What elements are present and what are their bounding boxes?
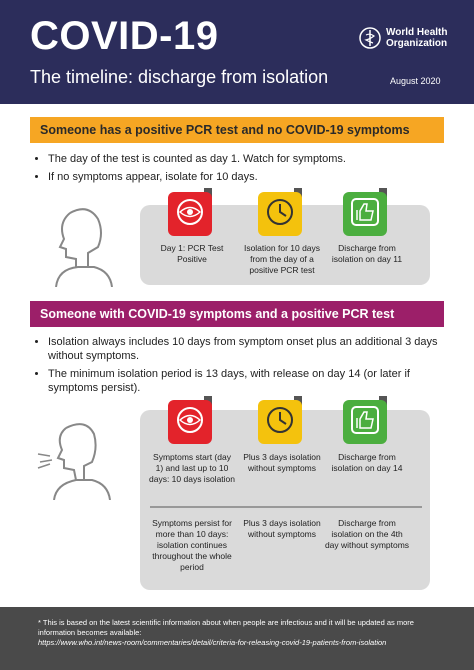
bullet: The minimum isolation period is 13 days,…: [48, 367, 463, 395]
step-label: Isolation for 10 days from the day of a …: [243, 243, 321, 275]
date: August 2020: [390, 76, 441, 86]
footer: [0, 607, 474, 670]
header: [0, 0, 474, 104]
step-icon: [258, 396, 302, 444]
bullet: The day of the test is counted as day 1.…: [48, 152, 458, 166]
step-icon: [343, 188, 387, 236]
section-heading: Someone has a positive PCR test and no C…: [30, 117, 444, 143]
bullet-list: The day of the test is counted as day 1.…: [30, 152, 458, 188]
step-label: Discharge from isolation on day 11: [331, 243, 403, 264]
footnote: * This is based on the latest scientific…: [38, 618, 448, 648]
step-label: Symptoms start (day 1) and last up to 10…: [149, 452, 235, 484]
coughing-person-icon: [37, 423, 111, 500]
subtitle: The timeline: discharge from isolation: [30, 67, 329, 87]
step-label: Day 1: PCR Test Positive: [160, 243, 224, 264]
section-heading: Someone with COVID-19 symptoms and a pos…: [30, 301, 444, 327]
footnote-url: https://www.who.int/news-room/commentari…: [38, 638, 387, 647]
person-icon: [55, 208, 113, 287]
step-icon: [168, 396, 212, 444]
step-label: Discharge from isolation on day 14: [331, 452, 403, 473]
step-icon: [168, 188, 212, 236]
step-icon: [343, 396, 387, 444]
footnote-text: * This is based on the latest scientific…: [38, 618, 414, 637]
step-label: Plus 3 days isolation without symptoms: [243, 452, 321, 473]
bullet-list: Isolation always includes 10 days from s…: [30, 335, 463, 399]
step-icon: [258, 188, 302, 236]
step-label: Discharge from isolation on the 4th day …: [324, 518, 410, 550]
who-logo: [359, 27, 381, 49]
title: COVID-19: [30, 14, 219, 58]
bullet: If no symptoms appear, isolate for 10 da…: [48, 170, 458, 184]
step-label: Plus 3 days isolation without symptoms: [243, 518, 321, 539]
bullet: Isolation always includes 10 days from s…: [48, 335, 463, 363]
divider: [150, 506, 422, 508]
step-label: Symptoms persist for more than 10 days: …: [152, 518, 232, 572]
organization: World Health Organization: [386, 27, 448, 49]
